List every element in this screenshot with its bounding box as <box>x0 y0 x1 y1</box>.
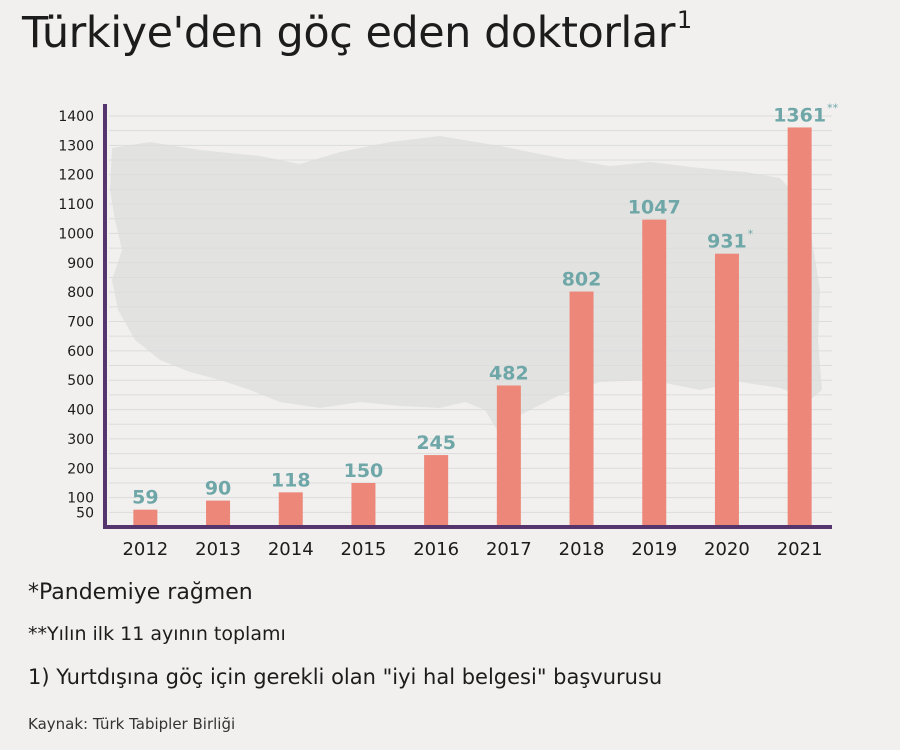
value-label-2020: 931 <box>707 231 747 253</box>
y-tick-label-1300: 1300 <box>58 138 94 154</box>
y-tick-label-600: 600 <box>67 344 94 360</box>
x-tick-label-2017: 2017 <box>486 539 532 560</box>
bars: 59 2012 90 2013 118 2014 150 2015 245 2016 482 2017… <box>122 101 838 560</box>
x-tick-label-2020: 2020 <box>704 539 750 560</box>
y-tick-label-900: 900 <box>67 256 94 272</box>
value-label-2021: 1361 <box>773 104 826 126</box>
y-tick-label-800: 800 <box>67 285 94 301</box>
value-label-2012: 59 <box>132 487 158 509</box>
y-tick-label-100: 100 <box>67 491 94 507</box>
y-tick-label-1200: 1200 <box>58 168 94 184</box>
value-label-2013: 90 <box>205 478 231 500</box>
bar-2019 <box>642 219 667 527</box>
x-tick-label-2016: 2016 <box>413 539 459 560</box>
bar-2015 <box>351 482 376 527</box>
y-tick-label-500: 500 <box>67 373 94 389</box>
bar-2021 <box>787 127 812 528</box>
y-tick-label-1000: 1000 <box>58 226 94 242</box>
value-label-2019: 1047 <box>628 197 681 219</box>
value-label-2018: 802 <box>562 269 602 291</box>
value-label-2014: 118 <box>271 469 311 491</box>
x-tick-label-2019: 2019 <box>631 539 677 560</box>
x-tick-label-2015: 2015 <box>341 539 387 560</box>
page-title: Türkiye'den göç eden doktorlar1 <box>22 5 692 58</box>
bar-2020 <box>714 253 739 527</box>
bar-2014 <box>278 492 303 527</box>
value-mark-2020: * <box>748 228 754 241</box>
x-tick-label-2014: 2014 <box>268 539 314 560</box>
gridlines <box>109 115 832 528</box>
source-note: Kaynak: Türk Tabipler Birliği <box>28 715 236 733</box>
value-label-2015: 150 <box>344 460 384 482</box>
bar-chart: 59 2012 90 2013 118 2014 150 2015 245 2016 482 2017… <box>58 101 838 560</box>
bar-2013 <box>206 500 231 527</box>
bar-2012 <box>133 509 158 527</box>
bar-2018 <box>569 291 594 527</box>
note-definition: 1) Yurtdışına göç için gerekli olan "iyi… <box>28 665 663 689</box>
note-partial-year: **Yılın ilk 11 ayının toplamı <box>28 623 286 645</box>
value-mark-2021: ** <box>827 101 839 114</box>
bar-2017 <box>496 385 521 527</box>
x-tick-label-2018: 2018 <box>559 539 605 560</box>
note-pandemic: *Pandemiye rağmen <box>28 580 253 605</box>
x-tick-label-2013: 2013 <box>195 539 241 560</box>
title-text: Türkiye'den göç eden doktorlar <box>22 8 675 58</box>
y-tick-label-400: 400 <box>67 403 94 419</box>
y-tick-label-50: 50 <box>76 505 94 521</box>
y-tick-label-1100: 1100 <box>58 197 94 213</box>
title-footnote-mark: 1 <box>676 5 692 34</box>
y-tick-label-700: 700 <box>67 315 94 331</box>
value-label-2017: 482 <box>489 362 529 384</box>
x-tick-label-2012: 2012 <box>122 539 168 560</box>
y-tick-label-1400: 1400 <box>58 109 94 125</box>
x-tick-label-2021: 2021 <box>777 539 823 560</box>
y-tick-label-300: 300 <box>67 432 94 448</box>
y-tick-label-200: 200 <box>67 461 94 477</box>
value-label-2016: 245 <box>416 432 456 454</box>
bar-2016 <box>424 455 449 527</box>
